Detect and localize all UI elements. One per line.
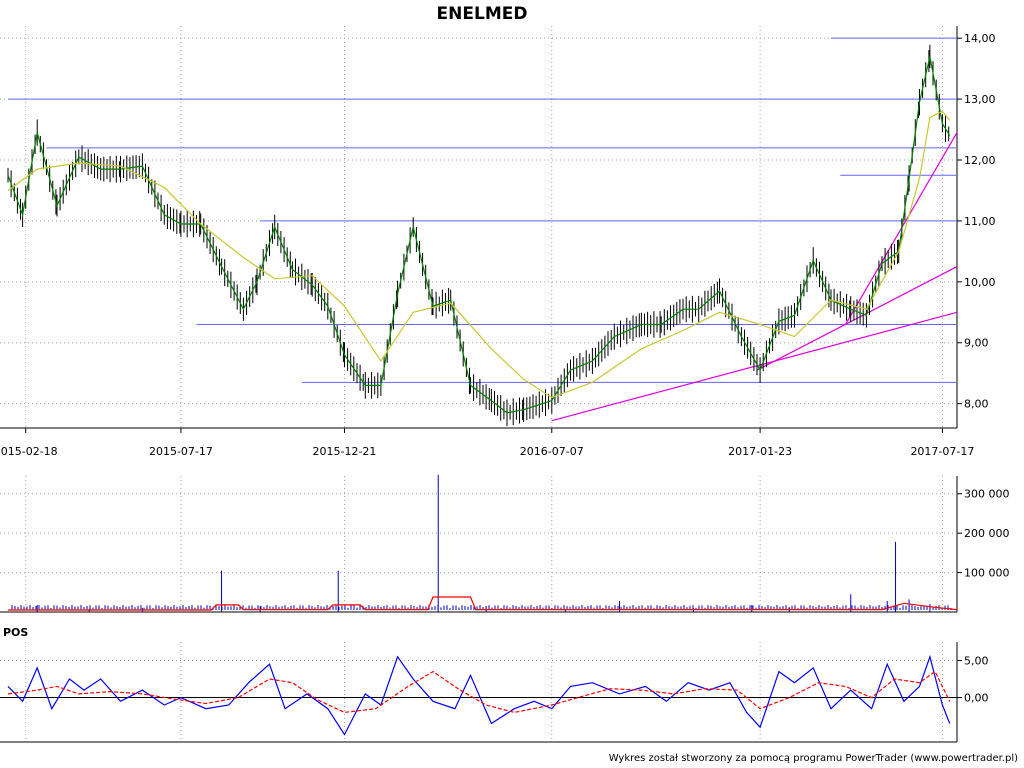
price-y-axis: 8,00 9,00 10,00 11,00 12,00 13,00 14,00 <box>957 32 996 411</box>
y-tick-label: 8,00 <box>964 398 989 411</box>
y-tick-label: 100 000 <box>964 567 1010 580</box>
oscillator-grid <box>0 642 958 743</box>
volume-average-line <box>8 596 958 611</box>
x-tick-label: 2016-07-07 <box>520 445 584 458</box>
y-tick-label: 11,00 <box>964 215 996 228</box>
volume-series <box>8 474 958 612</box>
oscillator-signal-line <box>7 670 951 714</box>
trend-line <box>845 132 958 325</box>
y-tick-label: 200 000 <box>964 527 1010 540</box>
price-grid <box>0 26 958 429</box>
oscillator-panel-label: POS <box>3 626 28 639</box>
oscillator-panel: POS 0,00 5,00 <box>0 626 989 743</box>
price-trend-lines <box>551 132 958 422</box>
x-tick-label: 2015-12-21 <box>313 445 377 458</box>
x-tick-label: 2015-02-18 <box>0 445 58 458</box>
x-tick-label: 2017-01-23 <box>728 445 792 458</box>
y-tick-label: 13,00 <box>964 93 996 106</box>
price-close-line <box>7 56 951 414</box>
y-tick-label: 0,00 <box>964 692 989 705</box>
y-tick-label: 9,00 <box>964 337 989 350</box>
volume-grid <box>0 476 958 613</box>
price-horizontal-levels <box>8 37 957 383</box>
price-panel: 8,00 9,00 10,00 11,00 12,00 13,00 14,00 2015-0… <box>0 26 996 458</box>
footer-credit: Wykres został stworzony za pomocą progra… <box>609 753 1018 764</box>
y-tick-label: 5,00 <box>964 655 989 668</box>
volume-panel: 100 000 200 000 300 000 <box>0 474 1010 613</box>
price-series <box>7 44 951 427</box>
y-tick-label: 12,00 <box>964 154 996 167</box>
x-tick-label: 2017-07-17 <box>910 445 974 458</box>
y-tick-label: 300 000 <box>964 488 1010 501</box>
oscillator-y-axis: 0,00 5,00 <box>957 655 989 705</box>
y-tick-label: 14,00 <box>964 32 996 45</box>
x-tick-label: 2015-07-17 <box>149 445 213 458</box>
volume-y-axis: 100 000 200 000 300 000 <box>957 488 1010 580</box>
oscillator-series <box>7 654 951 736</box>
price-moving-average-line <box>7 110 951 399</box>
price-x-axis: 2015-02-18 2015-07-17 2015-12-21 2016-07-07… <box>0 428 974 458</box>
chart-title: ENELMED <box>437 4 528 24</box>
oscillator-line <box>7 654 951 736</box>
price-bars <box>7 44 950 427</box>
y-tick-label: 10,00 <box>964 276 996 289</box>
